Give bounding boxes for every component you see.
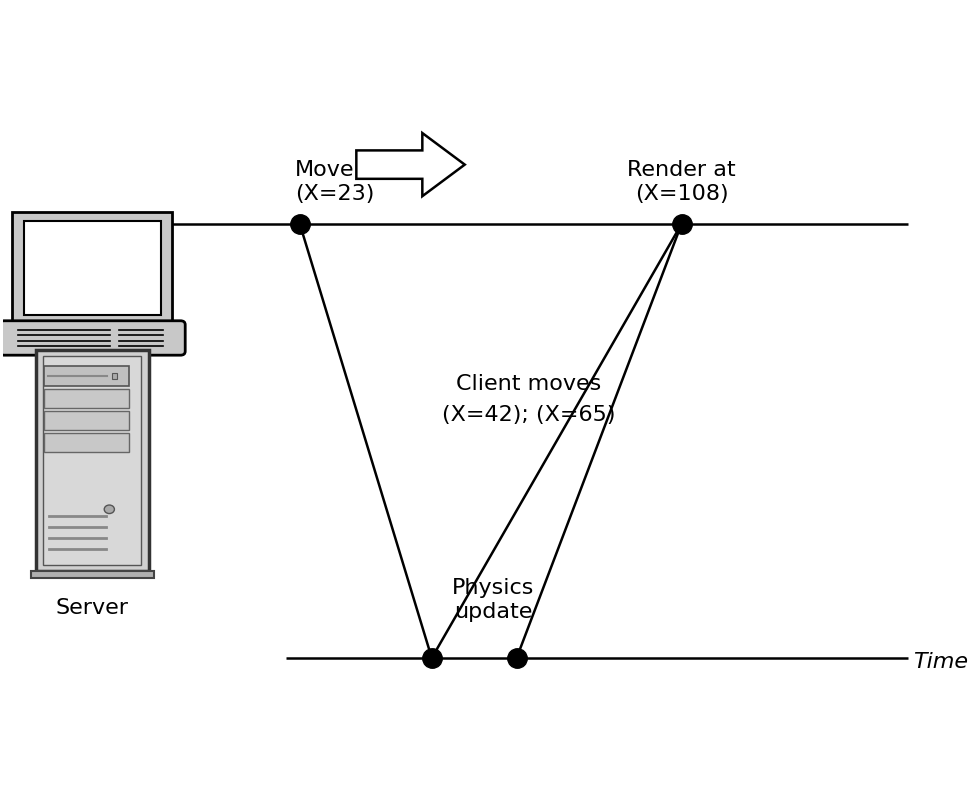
Text: Move: Move (295, 161, 355, 180)
Text: Time: Time (913, 652, 968, 672)
Polygon shape (357, 133, 465, 196)
FancyBboxPatch shape (36, 350, 149, 571)
FancyBboxPatch shape (44, 366, 129, 386)
Text: Server: Server (56, 598, 129, 618)
Bar (111, 373, 116, 378)
FancyBboxPatch shape (44, 411, 129, 430)
FancyBboxPatch shape (12, 212, 173, 324)
Text: Client: Client (61, 375, 125, 395)
Text: Render at: Render at (627, 161, 736, 180)
FancyBboxPatch shape (44, 389, 129, 408)
Text: Physics
update: Physics update (451, 578, 534, 622)
FancyBboxPatch shape (23, 222, 161, 316)
FancyBboxPatch shape (44, 433, 129, 452)
FancyBboxPatch shape (0, 320, 186, 355)
FancyBboxPatch shape (31, 571, 153, 578)
FancyBboxPatch shape (43, 356, 142, 565)
Circle shape (105, 505, 114, 514)
Text: Client moves: Client moves (456, 374, 601, 394)
Text: (X=23): (X=23) (295, 184, 374, 204)
Text: (X=108): (X=108) (635, 184, 729, 204)
Text: (X=42); (X=65): (X=42); (X=65) (442, 405, 616, 425)
